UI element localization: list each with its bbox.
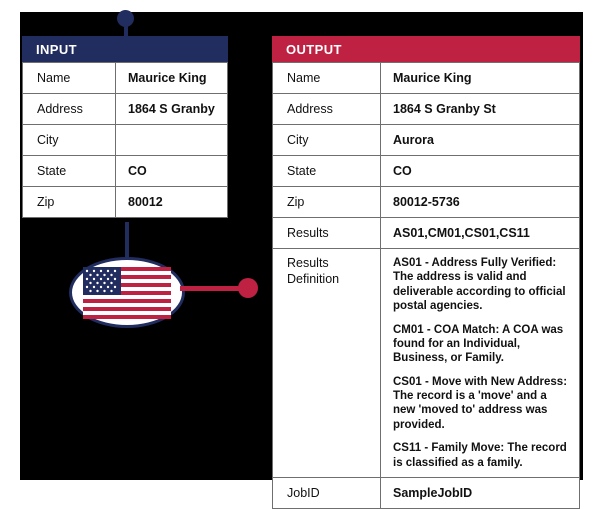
output-row-label: State (272, 155, 381, 187)
table-row: City (22, 124, 228, 156)
input-row-label: Name (22, 62, 116, 94)
input-row-value: 80012 (115, 186, 228, 218)
results-definition-label-line1: Results (287, 256, 329, 270)
output-row-value: 80012-5736 (380, 186, 580, 218)
output-row-label: Results (272, 217, 381, 249)
table-row: City Aurora (272, 124, 580, 156)
input-row-label: Zip (22, 186, 116, 218)
results-definition-label-line2: Definition (287, 271, 340, 286)
output-panel: OUTPUT Name Maurice King Address 1864 S Gra… (272, 36, 580, 509)
table-row: Name Maurice King (22, 62, 228, 94)
us-flag-badge (69, 257, 185, 328)
results-definition-block: AS01 - Address Fully Verified: The addre… (393, 257, 566, 313)
results-definition-label: Results Definition (272, 248, 381, 478)
top-connector-line (124, 20, 128, 40)
output-row-value: CO (380, 155, 580, 187)
mid-connector-line (125, 222, 129, 262)
output-row-value: AS01,CM01,CS01,CS11 (380, 217, 580, 249)
navy-circle-node (117, 10, 134, 27)
table-row: State CO (22, 155, 228, 187)
results-definition-block: CS01 - Move with New Address: The record… (393, 375, 568, 431)
output-row-value: Maurice King (380, 62, 580, 94)
results-definition-text: AS01 - Address Fully Verified: The addre… (380, 248, 580, 478)
table-row: Zip 80012 (22, 186, 228, 218)
table-row: Address 1864 S Granby St (272, 93, 580, 125)
output-row-label: Zip (272, 186, 381, 218)
output-panel-title: OUTPUT (272, 36, 580, 62)
output-row-label: City (272, 124, 381, 156)
table-row: Name Maurice King (272, 62, 580, 94)
output-row-label: Name (272, 62, 381, 94)
input-row-label: State (22, 155, 116, 187)
input-row-label: Address (22, 93, 116, 125)
output-row-value: Aurora (380, 124, 580, 156)
input-panel: INPUT Name Maurice King Address 1864 S Gran… (22, 36, 228, 218)
red-connector-line (180, 286, 242, 291)
results-definition-block: CS11 - Family Move: The record is classi… (393, 442, 567, 469)
output-row-label: Address (272, 93, 381, 125)
input-row-value: CO (115, 155, 228, 187)
input-panel-title: INPUT (22, 36, 228, 62)
us-flag-icon (83, 266, 171, 319)
table-row: State CO (272, 155, 580, 187)
table-row: Address 1864 S Granby (22, 93, 228, 125)
table-row: Zip 80012-5736 (272, 186, 580, 218)
input-row-value: 1864 S Granby (115, 93, 228, 125)
input-row-value (115, 124, 228, 156)
table-row: Results AS01,CM01,CS01,CS11 (272, 217, 580, 249)
results-definition-row: Results Definition AS01 - Address Fully Ve… (272, 248, 580, 478)
input-table: Name Maurice King Address 1864 S Granby City… (22, 62, 228, 218)
input-row-value: Maurice King (115, 62, 228, 94)
results-definition-block: CM01 - COA Match: A COA was found for an… (393, 323, 564, 365)
red-circle-node (238, 278, 258, 298)
input-row-label: City (22, 124, 116, 156)
output-table: Name Maurice King Address 1864 S Granby St C… (272, 62, 580, 509)
output-row-value: 1864 S Granby St (380, 93, 580, 125)
